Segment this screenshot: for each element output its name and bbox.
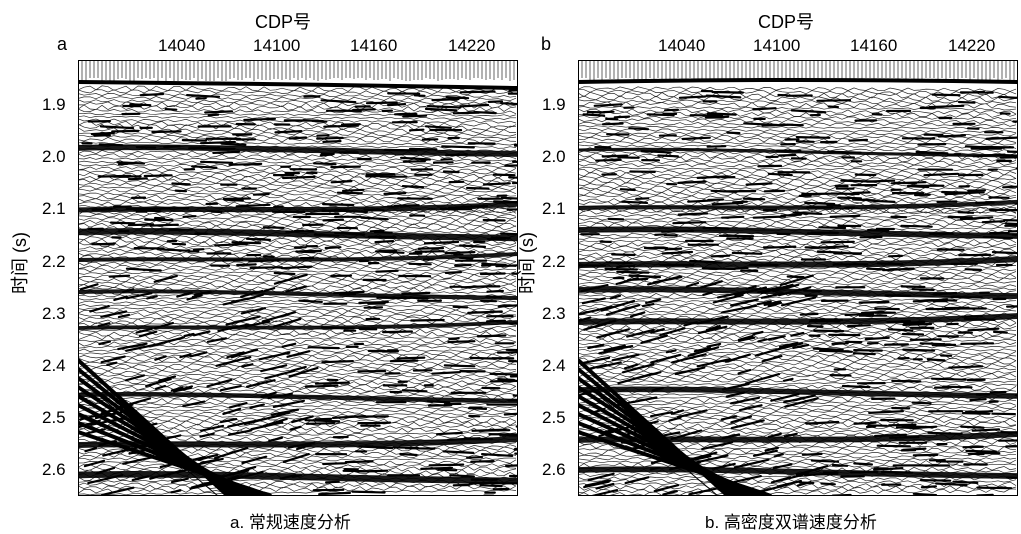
panel-a: CDP号 a 14040 14100 14160 14220 时间 (s) 1.… (0, 0, 518, 534)
panel-caption: b. 高密度双谱速度分析 (705, 513, 877, 532)
y-tick-2-2: 2.2 (542, 252, 566, 271)
y-tick-2-4: 2.4 (42, 356, 66, 375)
y-tick-2-6: 2.6 (542, 460, 566, 479)
y-tick-2-3: 2.3 (42, 304, 66, 323)
x-tick-14220: 14220 (448, 36, 496, 55)
x-axis-title: CDP号 (255, 12, 312, 32)
seismic-section-image (578, 60, 1018, 496)
y-tick-2-4: 2.4 (542, 356, 566, 375)
x-tick-14220: 14220 (948, 36, 996, 55)
x-tick-14100: 14100 (753, 36, 801, 55)
panel-letter: b (541, 34, 552, 54)
x-tick-14040: 14040 (158, 36, 206, 55)
panel-letter: a (57, 34, 68, 54)
x-tick-14160: 14160 (850, 36, 898, 55)
y-tick-2-6: 2.6 (42, 460, 66, 479)
y-tick-2-2: 2.2 (42, 252, 66, 271)
x-tick-14040: 14040 (658, 36, 706, 55)
x-axis-title: CDP号 (758, 12, 815, 32)
y-tick-2-3: 2.3 (542, 304, 566, 323)
y-tick-2-1: 2.1 (542, 199, 566, 218)
y-axis-title: 时间 (s) (517, 232, 537, 294)
y-tick-1-9: 1.9 (42, 95, 66, 114)
y-tick-2-5: 2.5 (42, 408, 66, 427)
y-tick-2-1: 2.1 (42, 199, 66, 218)
seismic-section-image (78, 60, 518, 496)
panel-b: CDP号 b 14040 14100 14160 14220 时间 (s) 1.… (500, 0, 1018, 534)
y-tick-2-0: 2.0 (542, 147, 566, 166)
y-tick-1-9: 1.9 (542, 95, 566, 114)
x-tick-14160: 14160 (350, 36, 398, 55)
y-tick-2-0: 2.0 (42, 147, 66, 166)
x-tick-14100: 14100 (253, 36, 301, 55)
panel-caption: a. 常规速度分析 (230, 513, 351, 532)
y-tick-2-5: 2.5 (542, 408, 566, 427)
y-axis-title: 时间 (s) (10, 232, 30, 294)
